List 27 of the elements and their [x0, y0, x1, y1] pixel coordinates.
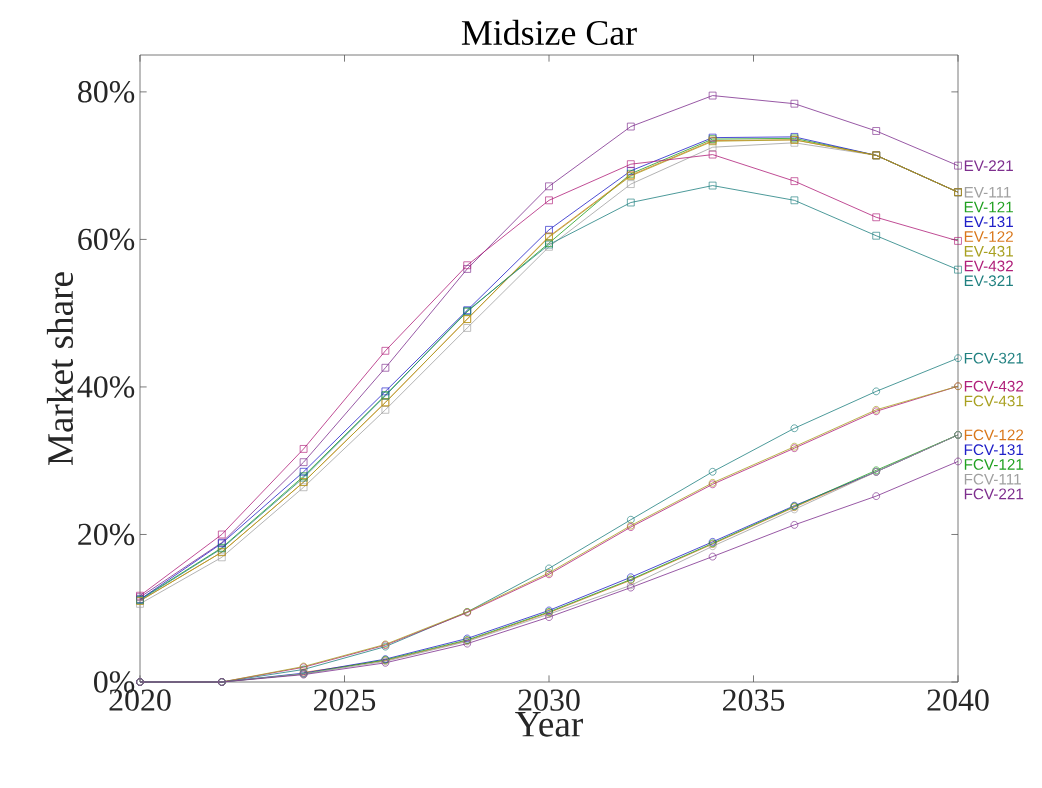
series-label: FCV-432: [964, 380, 1024, 392]
y-axis-title: Market share: [46, 272, 74, 466]
x-axis-title: Year: [515, 712, 583, 737]
series-label: EV-121: [964, 201, 1013, 213]
series-label: FCV-131: [964, 444, 1024, 456]
series-label: EV-321: [964, 275, 1013, 287]
text: EV-122: [964, 231, 1013, 242]
y-tick-label: 80%: [78, 81, 135, 103]
x-tick-label: 2025: [314, 689, 376, 711]
x-tick-label: 2035: [723, 689, 785, 711]
x-tick-label: 2030: [518, 689, 580, 711]
text: FCV-111: [964, 473, 1021, 485]
series-label: FCV-321: [964, 352, 1024, 364]
series-label: FCV-122: [964, 429, 1024, 441]
series-label: EV-131: [964, 216, 1013, 228]
series-label: FCV-431: [964, 395, 1024, 407]
text: EV-431: [964, 245, 1013, 257]
series-label: EV-221: [964, 160, 1013, 171]
y-tick-label: 20%: [78, 523, 135, 546]
x-tick-label: 2040: [927, 689, 989, 711]
series-label: FCV-121: [964, 458, 1024, 470]
series-label: FCV-221: [964, 488, 1024, 500]
series-label: EV-432: [964, 260, 1013, 272]
chart-title: Midsize Car: [461, 19, 637, 45]
y-tick-label: 40%: [77, 376, 135, 398]
y-tick-label: 60%: [78, 228, 135, 251]
series-label: EV-111: [964, 186, 1011, 198]
